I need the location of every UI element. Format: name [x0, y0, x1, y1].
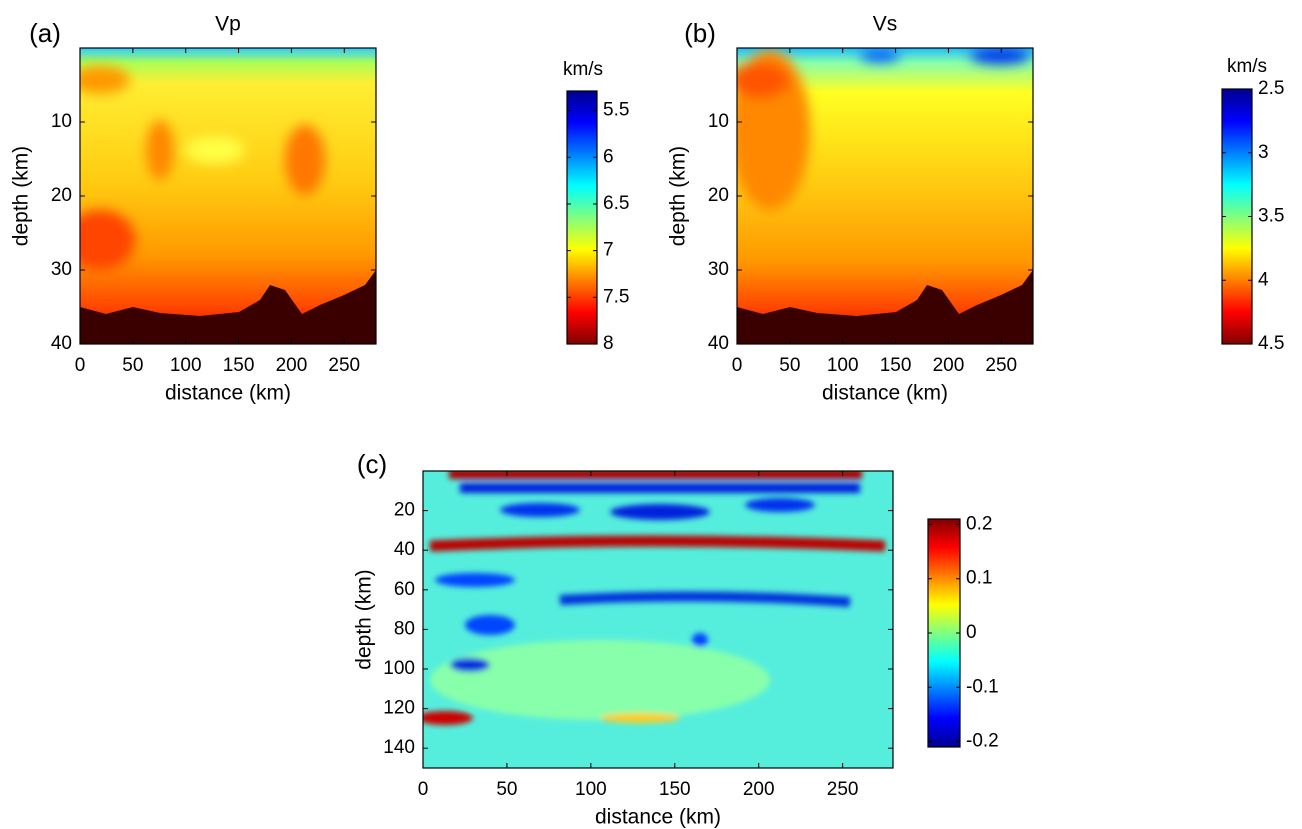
y-tick-label: 30 — [708, 259, 729, 280]
x-tick-label: 150 — [223, 355, 255, 376]
panel: 0 50 100 150 200 250 10 20 30 40 distance (km) dept… — [667, 13, 1285, 405]
colorbar-tick-label: 4 — [1258, 269, 1269, 290]
x-tick-label: 50 — [779, 355, 800, 376]
y-axis-label: depth (km) — [667, 146, 690, 246]
colorbar-tick-label: 0 — [966, 622, 977, 643]
panel: 0 50 100 150 200 250 10 20 30 40 distance (km) dept… — [10, 13, 630, 405]
x-tick-label: 200 — [933, 355, 965, 376]
x-tick-label: 250 — [827, 779, 859, 800]
x-tick-label: 250 — [985, 355, 1017, 376]
y-tick-label: 120 — [383, 698, 415, 719]
x-tick-label: 50 — [122, 355, 143, 376]
chart-title: Vp — [215, 13, 241, 36]
x-axis-label: distance (km) — [165, 382, 291, 405]
x-tick-label: 100 — [170, 355, 202, 376]
x-tick-label: 0 — [732, 355, 743, 376]
colorbar-tick-label: 2.5 — [1258, 78, 1284, 99]
x-tick-label: 50 — [496, 779, 517, 800]
panel-label: (c) — [357, 449, 387, 479]
x-tick-label: 200 — [743, 779, 775, 800]
colorbar-tick-label: 8 — [603, 333, 614, 354]
colorbar-tick-label: 5.5 — [603, 100, 629, 121]
plot-frame — [422, 470, 894, 769]
x-tick-label: 200 — [276, 355, 308, 376]
colorbar-tick-label: 0.1 — [966, 568, 992, 589]
colorbar-tick-label: 3 — [1258, 142, 1269, 163]
colorbar-tick-label: 6.5 — [603, 193, 629, 214]
y-tick-label: 40 — [708, 333, 729, 354]
y-tick-label: 20 — [394, 500, 415, 521]
heatmap-image — [423, 471, 893, 768]
chart-title: Vs — [873, 13, 898, 36]
y-tick-label: 60 — [394, 579, 415, 600]
y-tick-label: 100 — [383, 658, 415, 679]
colorbar — [1221, 88, 1253, 345]
colorbar-tick-label: -0.2 — [966, 731, 999, 752]
colorbar-tick-label: 0.2 — [966, 513, 992, 534]
x-tick-label: 250 — [328, 355, 360, 376]
y-tick-label: 40 — [51, 333, 72, 354]
y-tick-label: 20 — [708, 185, 729, 206]
x-tick-label: 100 — [827, 355, 859, 376]
x-tick-label: 150 — [880, 355, 912, 376]
y-tick-label: 30 — [51, 259, 72, 280]
colorbar-label: km/s — [563, 59, 603, 80]
colorbar-tick-label: 7 — [603, 240, 614, 261]
y-tick-label: 40 — [394, 539, 415, 560]
y-tick-label: 10 — [708, 111, 729, 132]
heatmap-image — [737, 48, 1033, 344]
y-tick-label: 140 — [383, 737, 415, 758]
x-tick-label: 0 — [75, 355, 86, 376]
y-tick-label: 20 — [51, 185, 72, 206]
y-tick-label: 10 — [51, 111, 72, 132]
x-tick-label: 150 — [659, 779, 691, 800]
panel-label: (a) — [29, 18, 61, 48]
colorbar-tick-label: 3.5 — [1258, 206, 1284, 227]
heatmap-image — [80, 48, 376, 344]
colorbar — [566, 90, 598, 345]
colorbar-tick-label: -0.1 — [966, 676, 999, 697]
y-axis-label: depth (km) — [10, 146, 33, 246]
colorbar-tick-label: 6 — [603, 146, 614, 167]
panel: 0 50 100 150 200 250 20 40 60 80 100 120 140 distance… — [353, 449, 999, 829]
x-axis-label: distance (km) — [595, 806, 721, 829]
colorbar-tick-label: 7.5 — [603, 286, 629, 307]
colorbar — [927, 518, 961, 748]
colorbar-label: km/s — [1227, 56, 1267, 77]
x-axis-label: distance (km) — [822, 382, 948, 405]
x-tick-label: 0 — [418, 779, 429, 800]
colorbar-tick-label: 4.5 — [1258, 333, 1284, 354]
x-tick-label: 100 — [575, 779, 607, 800]
panel-label: (b) — [684, 18, 716, 48]
y-axis-label: depth (km) — [353, 569, 376, 669]
y-tick-label: 80 — [394, 618, 415, 639]
